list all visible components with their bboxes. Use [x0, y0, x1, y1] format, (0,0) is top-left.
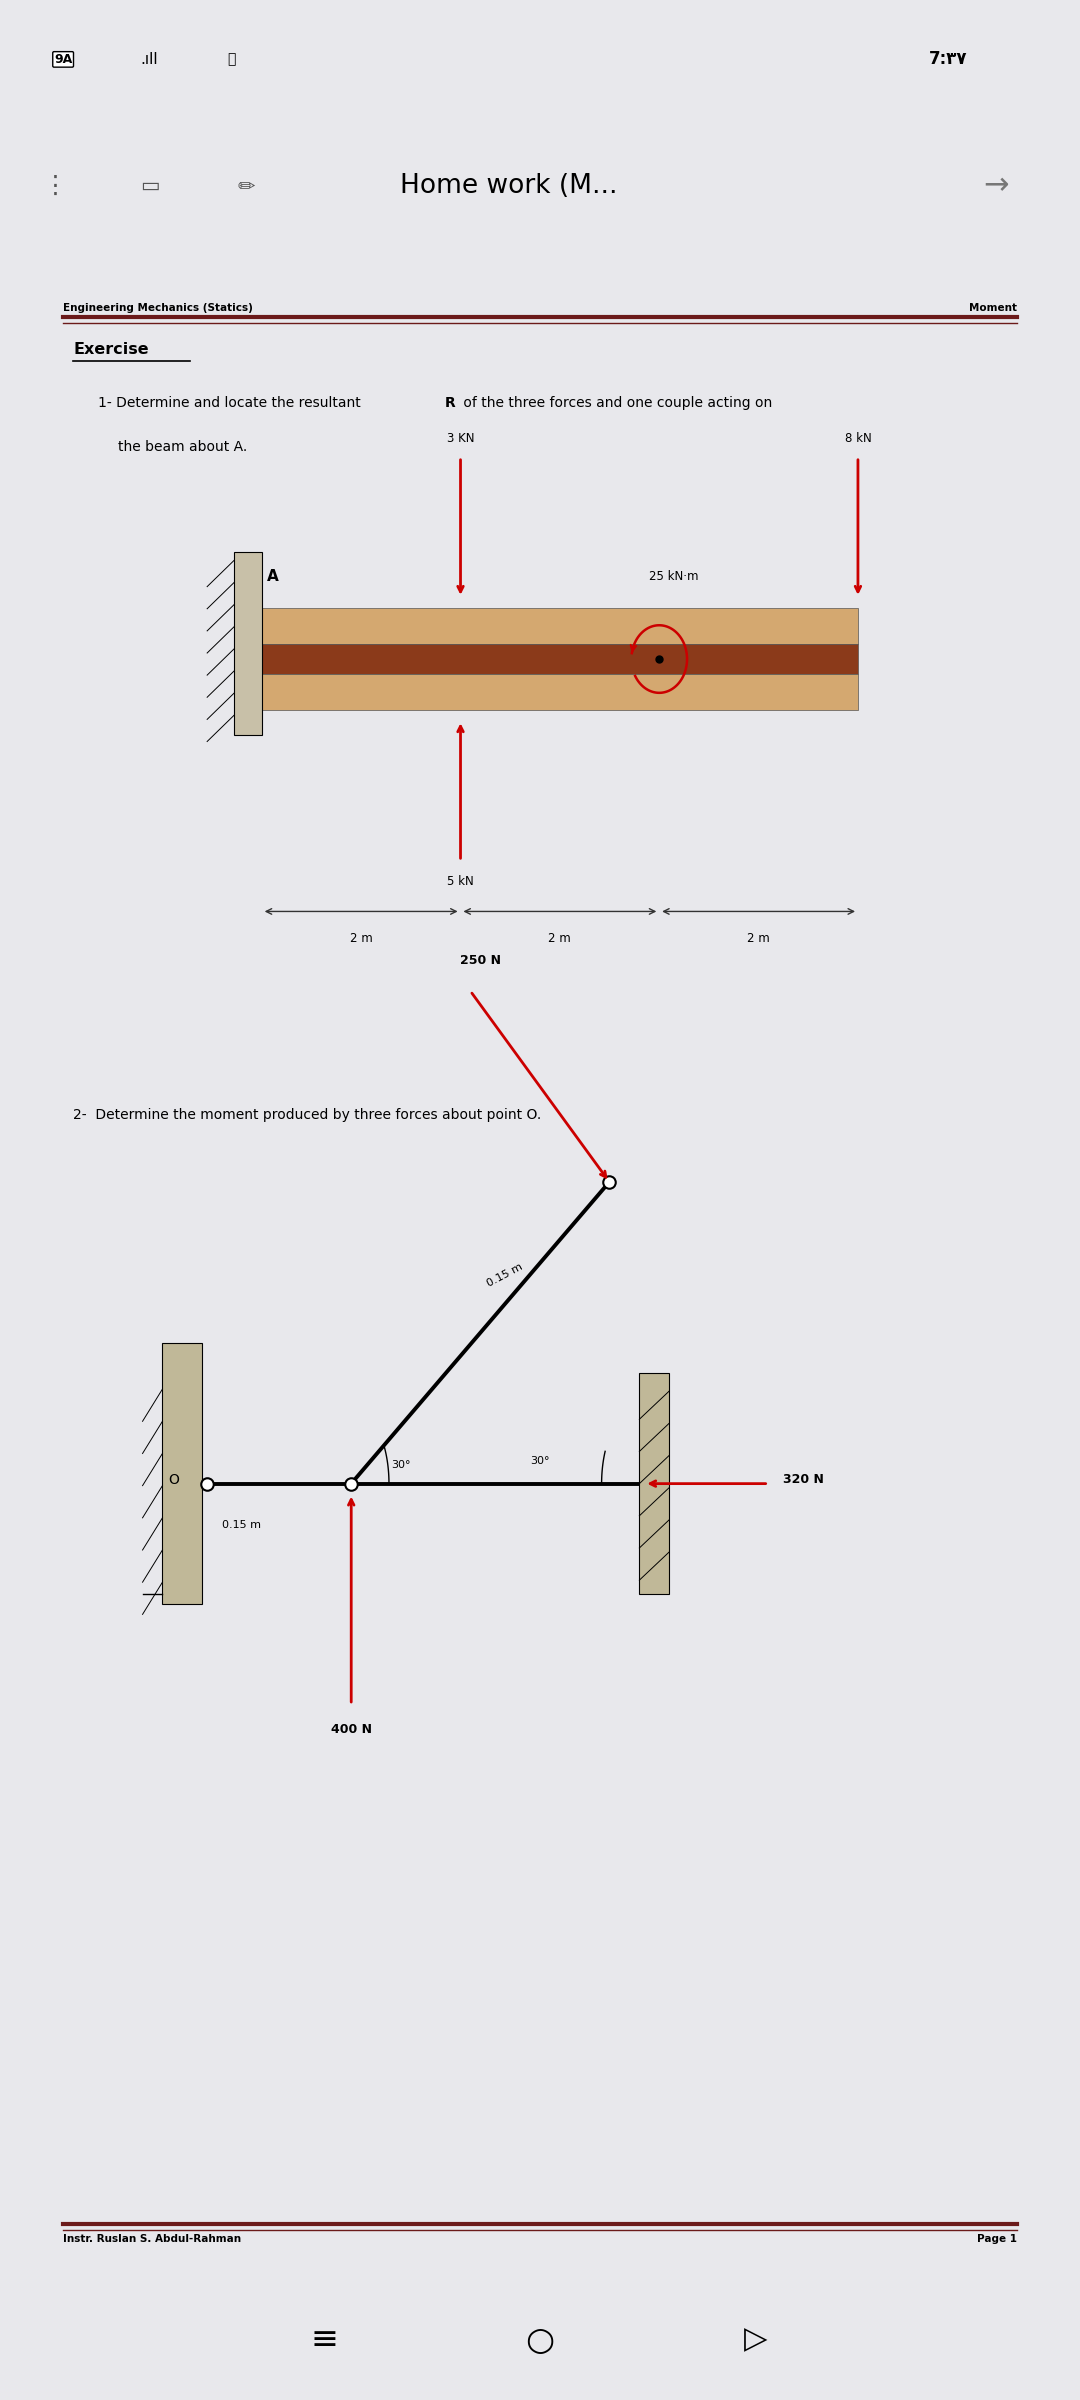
Text: 1- Determine and locate the resultant: 1- Determine and locate the resultant [98, 396, 365, 410]
Text: 30°: 30° [530, 1454, 550, 1466]
Text: 320 N: 320 N [783, 1474, 824, 1486]
Text: ▷: ▷ [744, 2326, 768, 2354]
Bar [162, 1344, 202, 1603]
Text: 5 kN: 5 kN [447, 876, 474, 888]
Text: ≡: ≡ [310, 2323, 338, 2357]
Text: Moment: Moment [969, 302, 1017, 312]
Text: Engineering Mechanics (Statics): Engineering Mechanics (Statics) [63, 302, 253, 312]
Text: 2-  Determine the moment produced by three forces about point O.: 2- Determine the moment produced by thre… [73, 1109, 541, 1121]
Text: 3 KN: 3 KN [447, 432, 474, 444]
Text: 0.15 m: 0.15 m [222, 1519, 261, 1529]
Text: 📶: 📶 [227, 53, 235, 67]
Text: 400 N: 400 N [330, 1723, 372, 1735]
Text: A: A [267, 569, 279, 583]
Text: 8 kN: 8 kN [845, 432, 872, 444]
Text: →: → [983, 170, 1009, 202]
Text: 2 m: 2 m [350, 931, 373, 946]
Text: Page 1: Page 1 [977, 2234, 1017, 2244]
Text: Instr. Ruslan S. Abdul-Rahman: Instr. Ruslan S. Abdul-Rahman [63, 2234, 241, 2244]
Text: 25 kN·m: 25 kN·m [649, 569, 699, 583]
Text: of the three forces and one couple acting on: of the three forces and one couple actin… [459, 396, 772, 410]
Bar [261, 607, 858, 643]
Text: Home work (M...: Home work (M... [400, 173, 617, 199]
Text: 30°: 30° [391, 1459, 410, 1469]
Bar [639, 1373, 670, 1594]
Text: ⋮: ⋮ [43, 173, 68, 197]
Text: .ıll: .ıll [140, 53, 158, 67]
Text: 250 N: 250 N [460, 953, 501, 967]
Bar [234, 552, 261, 734]
Text: ○: ○ [526, 2323, 554, 2357]
Text: R: R [445, 396, 456, 410]
Text: 0.15 m: 0.15 m [485, 1262, 525, 1289]
Text: ▭: ▭ [140, 175, 160, 197]
Text: ✏: ✏ [238, 175, 255, 197]
Bar [261, 643, 858, 674]
Text: 9A: 9A [54, 53, 72, 65]
Text: the beam about A.: the beam about A. [118, 439, 247, 454]
Bar [261, 674, 858, 710]
Text: 2 m: 2 m [549, 931, 571, 946]
Text: 2 m: 2 m [747, 931, 770, 946]
Text: O: O [168, 1474, 179, 1486]
Text: Exercise: Exercise [73, 343, 149, 358]
Text: 7:٣٧: 7:٣٧ [929, 50, 968, 67]
